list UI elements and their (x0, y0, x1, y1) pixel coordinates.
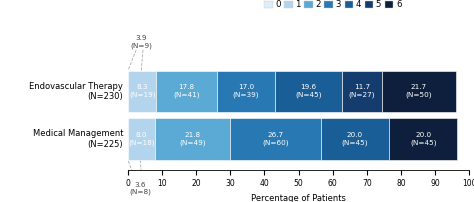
Text: 21.7
(N=50): 21.7 (N=50) (406, 84, 432, 98)
Bar (156, 70, 217, 112)
Bar (382, 70, 456, 112)
Text: 17.8
(N=41): 17.8 (N=41) (173, 84, 200, 98)
Bar (217, 70, 275, 112)
X-axis label: Percentage of Patients: Percentage of Patients (251, 194, 346, 202)
Text: 20.0
(N=45): 20.0 (N=45) (410, 132, 437, 146)
Bar (389, 119, 457, 160)
Bar (321, 119, 389, 160)
Text: 8.0
(N=18): 8.0 (N=18) (128, 132, 155, 146)
Bar (128, 70, 156, 112)
Text: 8.3
(N=19): 8.3 (N=19) (129, 84, 155, 98)
Text: 21.8
(N=49): 21.8 (N=49) (179, 132, 206, 146)
Text: 19.6
(N=45): 19.6 (N=45) (295, 84, 322, 98)
Text: 3.6
(N=8): 3.6 (N=8) (129, 182, 151, 195)
Text: 20.0
(N=45): 20.0 (N=45) (342, 132, 368, 146)
Bar (155, 119, 230, 160)
Text: 17.0
(N=39): 17.0 (N=39) (233, 84, 259, 98)
Bar (128, 119, 155, 160)
Text: 11.7
(N=27): 11.7 (N=27) (349, 84, 375, 98)
Bar (342, 70, 382, 112)
Legend: 0, 1, 2, 3, 4, 5, 6: 0, 1, 2, 3, 4, 5, 6 (255, 0, 410, 13)
Bar (230, 119, 321, 160)
Text: 3.9
(N=9): 3.9 (N=9) (130, 35, 152, 49)
Bar (275, 70, 342, 112)
Text: 26.7
(N=60): 26.7 (N=60) (262, 132, 289, 146)
